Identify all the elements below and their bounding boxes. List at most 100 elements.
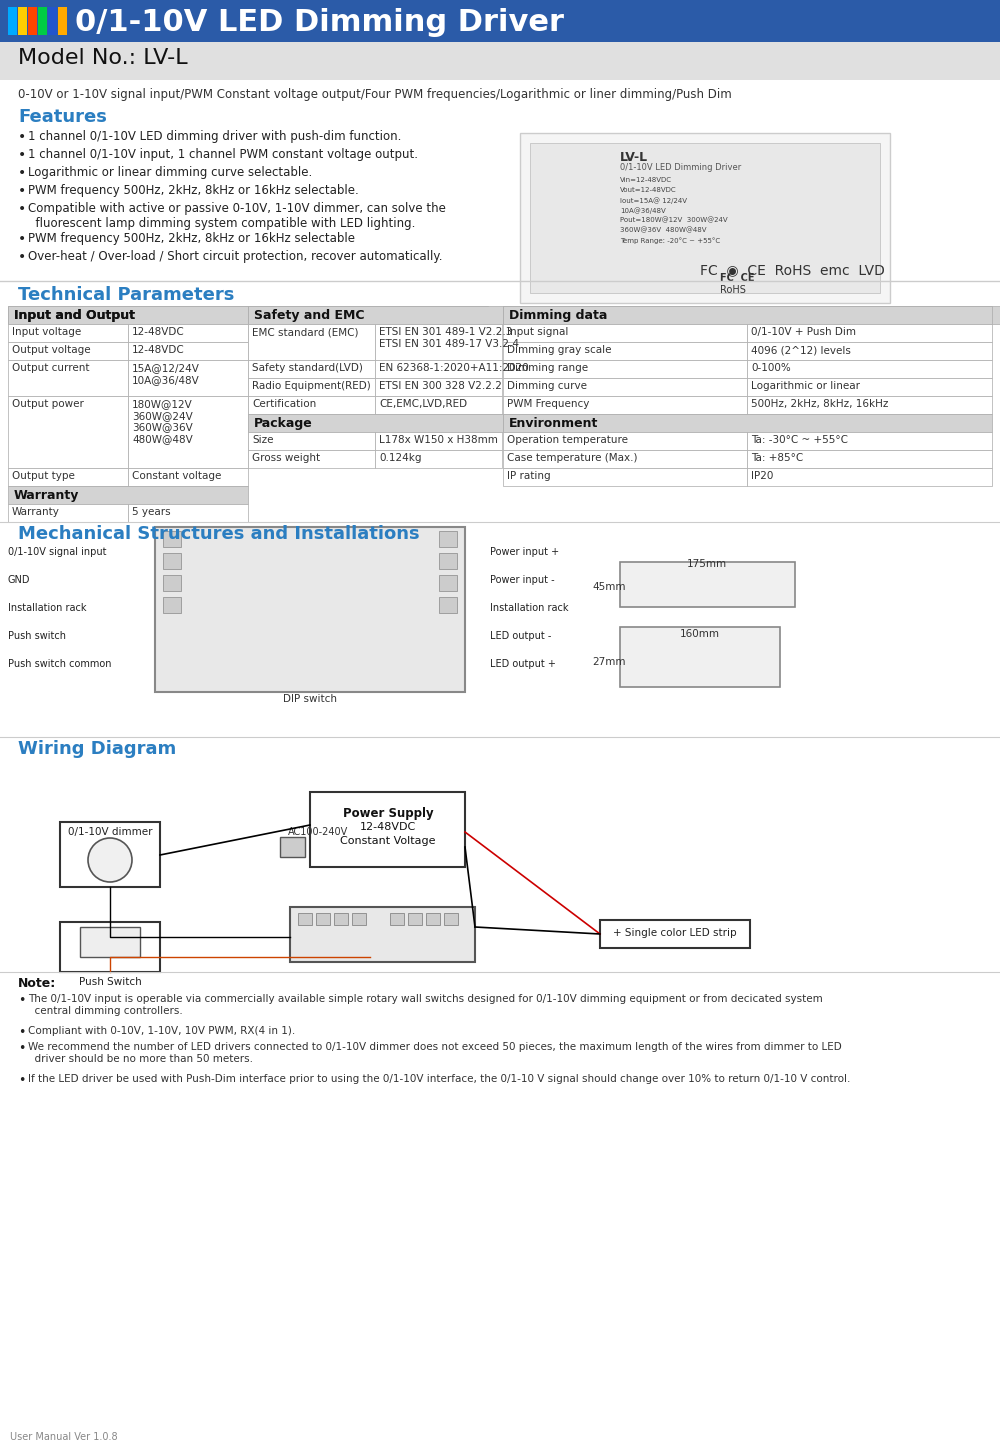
Bar bbox=[60, 822, 160, 887]
Bar bbox=[375, 432, 502, 450]
Bar bbox=[8, 7, 17, 35]
Text: LV-L: LV-L bbox=[620, 151, 648, 164]
Bar bbox=[503, 342, 747, 360]
Text: 500Hz, 2kHz, 8kHz, 16kHz: 500Hz, 2kHz, 8kHz, 16kHz bbox=[751, 399, 888, 409]
Bar bbox=[8, 396, 128, 468]
Bar bbox=[8, 505, 128, 522]
Text: Output current: Output current bbox=[12, 362, 90, 373]
Bar bbox=[316, 914, 330, 925]
Bar bbox=[375, 450, 502, 468]
Text: Dimming gray scale: Dimming gray scale bbox=[507, 345, 612, 355]
Bar bbox=[0, 0, 1000, 42]
Bar bbox=[128, 505, 248, 522]
Bar bbox=[503, 378, 747, 396]
Bar bbox=[298, 914, 312, 925]
Bar bbox=[444, 914, 458, 925]
Text: 1 channel 0/1-10V input, 1 channel PWM constant voltage output.: 1 channel 0/1-10V input, 1 channel PWM c… bbox=[28, 148, 418, 161]
Text: ETSI EN 301 489-1 V2.2.3
ETSI EN 301 489-17 V3.2.4: ETSI EN 301 489-1 V2.2.3 ETSI EN 301 489… bbox=[379, 328, 519, 348]
Text: Temp Range: -20°C ~ +55°C: Temp Range: -20°C ~ +55°C bbox=[620, 236, 720, 244]
Bar bbox=[8, 486, 248, 505]
Bar bbox=[503, 415, 992, 432]
Text: EMC standard (EMC): EMC standard (EMC) bbox=[252, 328, 358, 336]
Bar bbox=[375, 396, 502, 415]
Text: •: • bbox=[18, 1043, 25, 1056]
Text: Radio Equipment(RED): Radio Equipment(RED) bbox=[252, 381, 371, 392]
Text: 12-48VDC: 12-48VDC bbox=[132, 345, 185, 355]
Text: LED output +: LED output + bbox=[490, 658, 556, 668]
Bar bbox=[747, 342, 992, 360]
Bar bbox=[503, 396, 747, 415]
Bar bbox=[163, 531, 181, 547]
Text: 1 channel 0/1-10V LED dimming driver with push-dim function.: 1 channel 0/1-10V LED dimming driver wit… bbox=[28, 130, 401, 144]
Bar bbox=[38, 7, 47, 35]
Bar bbox=[503, 432, 747, 450]
Bar bbox=[58, 7, 67, 35]
Text: 0/1-10V + Push Dim: 0/1-10V + Push Dim bbox=[751, 328, 856, 336]
Text: The 0/1-10V input is operable via commercially available simple rotary wall swit: The 0/1-10V input is operable via commer… bbox=[28, 995, 823, 1015]
Text: Vin=12-48VDC: Vin=12-48VDC bbox=[620, 177, 672, 183]
Text: •: • bbox=[18, 165, 26, 180]
Text: 0.124kg: 0.124kg bbox=[379, 452, 422, 463]
Bar bbox=[248, 432, 375, 450]
Text: Installation rack: Installation rack bbox=[8, 603, 87, 613]
Text: Logarithmic or linear dimming curve selectable.: Logarithmic or linear dimming curve sele… bbox=[28, 165, 312, 178]
Bar bbox=[248, 306, 503, 323]
Text: Compatible with active or passive 0-10V, 1-10V dimmer, can solve the
  fluoresce: Compatible with active or passive 0-10V,… bbox=[28, 202, 446, 231]
Bar bbox=[503, 450, 747, 468]
Text: 0/1-10V dimmer: 0/1-10V dimmer bbox=[68, 826, 152, 837]
Text: Features: Features bbox=[18, 107, 107, 126]
Text: Wiring Diagram: Wiring Diagram bbox=[18, 740, 176, 758]
Bar bbox=[280, 837, 305, 857]
Text: ETSI EN 300 328 V2.2.2: ETSI EN 300 328 V2.2.2 bbox=[379, 381, 502, 392]
Bar bbox=[439, 531, 457, 547]
Text: FC  CE: FC CE bbox=[720, 273, 755, 283]
Bar bbox=[60, 922, 160, 972]
Bar bbox=[18, 7, 27, 35]
Text: 27mm: 27mm bbox=[592, 657, 626, 667]
Text: GND: GND bbox=[8, 576, 30, 584]
Bar bbox=[248, 396, 375, 415]
Text: Logarithmic or linear: Logarithmic or linear bbox=[751, 381, 860, 392]
Text: If the LED driver be used with Push-Dim interface prior to using the 0/1-10V int: If the LED driver be used with Push-Dim … bbox=[28, 1074, 850, 1085]
Text: •: • bbox=[18, 1027, 25, 1040]
Text: PWM Frequency: PWM Frequency bbox=[507, 399, 589, 409]
Text: •: • bbox=[18, 1074, 25, 1088]
Text: Output power: Output power bbox=[12, 399, 84, 409]
Bar bbox=[80, 927, 140, 957]
Bar bbox=[503, 306, 992, 323]
Bar bbox=[600, 919, 750, 948]
Text: Environment: Environment bbox=[509, 418, 598, 431]
Text: Push switch common: Push switch common bbox=[8, 658, 112, 668]
Bar bbox=[128, 342, 248, 360]
Text: •: • bbox=[18, 995, 25, 1006]
Bar bbox=[163, 552, 181, 568]
Bar bbox=[8, 342, 128, 360]
Text: Input and Output: Input and Output bbox=[14, 309, 135, 322]
Bar bbox=[163, 597, 181, 613]
Text: 45mm: 45mm bbox=[592, 581, 626, 592]
Text: Safety standard(LVD): Safety standard(LVD) bbox=[252, 362, 363, 373]
Text: Installation rack: Installation rack bbox=[490, 603, 568, 613]
Text: Power input -: Power input - bbox=[490, 576, 555, 584]
Text: IP20: IP20 bbox=[751, 471, 773, 481]
Text: •: • bbox=[18, 249, 26, 264]
Text: Push Switch: Push Switch bbox=[79, 977, 141, 987]
Text: Mechanical Structures and Installations: Mechanical Structures and Installations bbox=[18, 525, 420, 542]
Text: Constant voltage: Constant voltage bbox=[132, 471, 221, 481]
Bar bbox=[503, 360, 747, 378]
Bar bbox=[747, 378, 992, 396]
Text: Compliant with 0-10V, 1-10V, 10V PWM, RX(4 in 1).: Compliant with 0-10V, 1-10V, 10V PWM, RX… bbox=[28, 1027, 295, 1035]
Bar bbox=[747, 468, 992, 486]
Text: Ta: -30°C ~ +55°C: Ta: -30°C ~ +55°C bbox=[751, 435, 848, 445]
Text: Dimming range: Dimming range bbox=[507, 362, 588, 373]
Text: Input voltage: Input voltage bbox=[12, 328, 81, 336]
Circle shape bbox=[88, 838, 132, 882]
Bar bbox=[0, 42, 1000, 80]
Text: 175mm: 175mm bbox=[687, 560, 727, 568]
Text: RoHS: RoHS bbox=[720, 286, 746, 294]
Bar bbox=[747, 450, 992, 468]
Bar bbox=[310, 792, 465, 867]
Text: 160mm: 160mm bbox=[680, 629, 720, 639]
Bar bbox=[334, 914, 348, 925]
Bar bbox=[408, 914, 422, 925]
